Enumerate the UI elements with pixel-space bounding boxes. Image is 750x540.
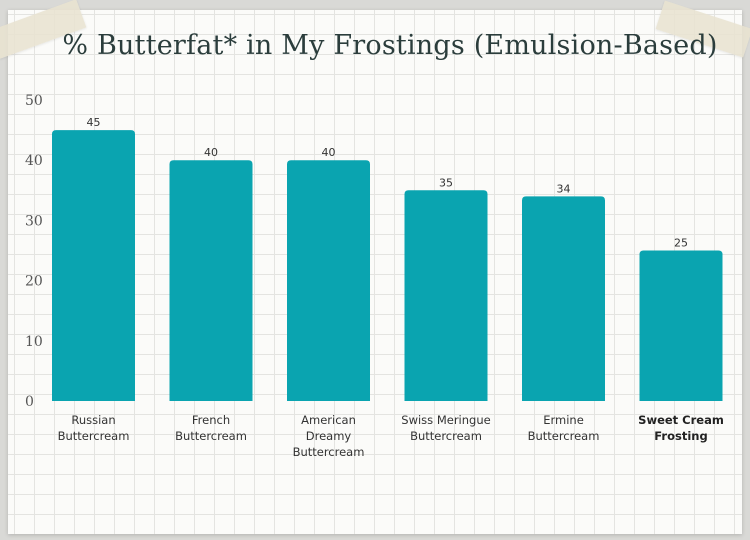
bar bbox=[639, 250, 723, 401]
bar bbox=[404, 190, 488, 401]
x-tick-label: Sweet Cream Frosting bbox=[638, 413, 724, 443]
chart-title: % Butterfat* in My Frostings (Emulsion-B… bbox=[62, 30, 718, 61]
bar bbox=[169, 160, 253, 401]
data-label: 40 bbox=[322, 146, 336, 159]
x-tick-label: American Dreamy Buttercream bbox=[293, 413, 365, 459]
y-tick-label: 50 bbox=[25, 93, 43, 109]
data-label: 35 bbox=[439, 176, 453, 189]
data-label: 25 bbox=[674, 237, 688, 250]
data-label: 45 bbox=[87, 116, 101, 129]
bar bbox=[287, 160, 370, 401]
x-tick-label: French Buttercream bbox=[175, 413, 247, 443]
data-label: 40 bbox=[204, 146, 218, 159]
x-tick-label: Ermine Buttercream bbox=[528, 413, 600, 443]
y-tick-label: 20 bbox=[25, 274, 43, 290]
bar bbox=[52, 130, 135, 401]
y-tick-label: 40 bbox=[25, 153, 43, 169]
y-tick-label: 30 bbox=[25, 213, 43, 229]
y-tick-label: 0 bbox=[25, 394, 34, 410]
x-tick-label: Russian Buttercream bbox=[58, 413, 130, 443]
x-tick-label: Swiss Meringue Buttercream bbox=[401, 413, 490, 443]
data-label: 34 bbox=[557, 182, 571, 195]
y-tick-label: 10 bbox=[25, 334, 43, 350]
bar bbox=[522, 196, 605, 401]
